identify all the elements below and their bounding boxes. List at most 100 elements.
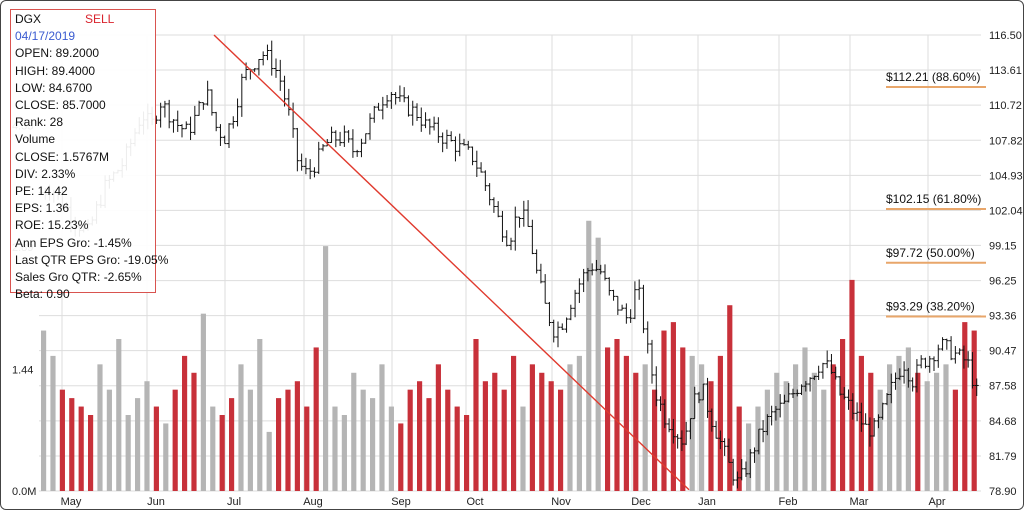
candle	[889, 373, 894, 404]
volume-bar	[595, 237, 601, 491]
price-tick-label: 113.61	[989, 65, 1022, 77]
candle	[876, 414, 881, 429]
volume-bar	[219, 415, 225, 491]
candle	[171, 119, 176, 133]
volume-bar	[135, 398, 141, 491]
month-label: Jun	[147, 496, 165, 508]
candle	[372, 105, 377, 123]
volume-bar	[473, 339, 479, 491]
volume-bar	[943, 364, 949, 491]
candle	[632, 281, 637, 320]
candle	[466, 140, 471, 150]
stat-row: LOW: 84.6700	[15, 80, 93, 95]
candle	[769, 405, 774, 426]
candle	[252, 68, 257, 72]
candle	[504, 230, 509, 247]
volume-bar	[708, 381, 714, 491]
candle	[786, 383, 791, 403]
volume-bar	[492, 372, 498, 491]
candle	[628, 309, 633, 323]
candle	[496, 201, 501, 218]
candle	[833, 366, 838, 380]
candle	[218, 124, 223, 146]
volume-bar	[332, 406, 338, 491]
price-tick-label: 78.90	[989, 486, 1017, 498]
candle	[744, 461, 748, 478]
volume-bar	[755, 406, 761, 491]
candle	[872, 418, 877, 437]
volume-bar	[727, 305, 733, 491]
candle	[526, 200, 531, 227]
trendline	[213, 34, 690, 491]
candle	[791, 388, 795, 398]
volume-bar	[417, 381, 423, 491]
candle	[201, 102, 206, 110]
candle	[397, 85, 402, 102]
candle	[756, 428, 761, 455]
candle	[385, 95, 390, 108]
candle	[560, 323, 565, 331]
stat-row: Volume	[15, 132, 56, 147]
stat-row: OPEN: 89.2000	[15, 46, 100, 61]
volume-bar	[529, 364, 535, 491]
candle	[355, 149, 360, 157]
candle	[615, 295, 620, 315]
candle	[735, 471, 740, 489]
volume-bar	[285, 389, 291, 491]
candle	[197, 100, 202, 116]
price-tick-label: 90.47	[989, 346, 1017, 358]
candle	[543, 274, 548, 304]
candle	[701, 383, 706, 401]
candle	[534, 249, 539, 274]
candle	[846, 389, 851, 410]
info-date: 04/17/2019	[15, 29, 76, 44]
month-label: Jan	[698, 496, 716, 508]
candle	[402, 87, 407, 103]
candle	[342, 125, 347, 147]
candle	[799, 384, 804, 396]
candle	[679, 430, 684, 451]
candle	[637, 279, 642, 300]
stat-row: Rank: 28	[15, 115, 64, 130]
candle	[773, 406, 778, 421]
stat-row: DIV: 2.33%	[15, 166, 76, 181]
volume-bar	[304, 406, 310, 491]
candle	[239, 73, 244, 117]
candle	[175, 110, 180, 132]
volume-bar	[586, 220, 592, 491]
candle	[521, 200, 526, 227]
candle	[590, 263, 595, 276]
stat-row: Ann EPS Gro: -1.45%	[15, 235, 132, 250]
volume-bar	[623, 355, 629, 491]
volume-bar	[247, 389, 253, 491]
candle	[299, 153, 304, 171]
candle	[620, 304, 625, 311]
candle	[645, 321, 650, 354]
signal-label: SELL	[85, 12, 115, 26]
candle	[333, 130, 338, 148]
fib-level-label: $102.15 (61.80%)	[886, 192, 981, 206]
candle	[949, 336, 954, 361]
candle	[231, 116, 236, 129]
volume-bars	[41, 220, 977, 491]
candle	[880, 402, 885, 420]
axis-ticks: 116.50 113.61 110.72 107.82 104.93 102.04 99.1…	[12, 30, 1023, 508]
candle	[667, 418, 672, 433]
volume-bar	[576, 355, 582, 491]
candle	[867, 417, 872, 447]
candle	[278, 59, 283, 91]
volume-bar	[736, 406, 742, 491]
candle	[932, 356, 936, 371]
volume-bar	[370, 398, 376, 491]
fib-level-label: $112.21 (88.60%)	[886, 70, 981, 84]
candle	[457, 133, 462, 157]
candle	[641, 284, 646, 334]
candle	[658, 396, 663, 412]
volume-bar	[642, 364, 648, 491]
candle	[803, 381, 808, 392]
candle	[282, 75, 287, 107]
candle	[611, 289, 616, 301]
volume-bar	[934, 372, 940, 491]
info-header: DGX SELL	[15, 11, 155, 28]
